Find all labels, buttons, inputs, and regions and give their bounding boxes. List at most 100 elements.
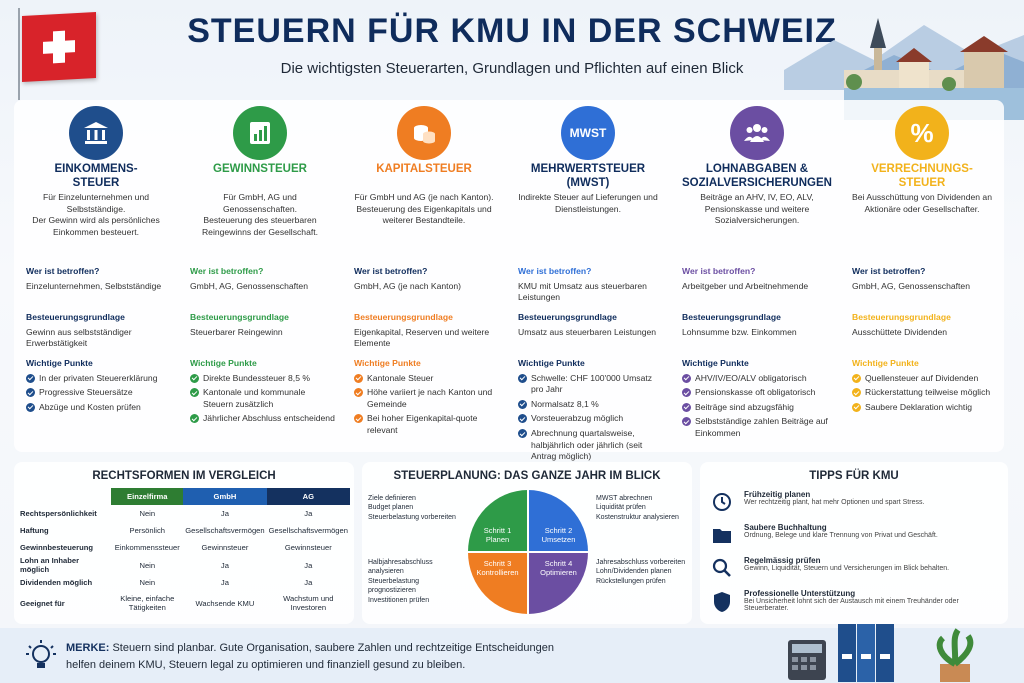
point-item: Saubere Deklaration wichtig bbox=[852, 402, 998, 414]
table-cell: Ja bbox=[304, 509, 313, 518]
who-text: Arbeitgeber und Arbeitnehmende bbox=[682, 280, 809, 291]
planning-item: Jahresabschluss vorbereiten bbox=[596, 559, 686, 566]
tip-title: Professionelle Unterstützung bbox=[744, 589, 856, 598]
table-row: Haftung Persönlich Gesellschaftsvermögen Ge… bbox=[18, 522, 350, 539]
point-item: AHV/IV/EO/ALV obligatorisch bbox=[682, 373, 838, 385]
percent-icon: % bbox=[895, 106, 949, 160]
column-lohnabgaben: LOHNABGABEN & SOZIALVERSICHERUNGEN Beitr… bbox=[672, 100, 842, 452]
table-cell: Ja bbox=[220, 578, 229, 587]
point-item: Höhe variiert je nach Kanton und Gemeind… bbox=[354, 387, 500, 410]
table-cell: Einkommenssteuer bbox=[114, 543, 180, 552]
column-description: Beiträge an AHV, IV, EO, ALV, Pensionska… bbox=[700, 192, 814, 226]
base-label: Besteuerungsgrundlage bbox=[190, 312, 289, 322]
points-list: Quellensteuer auf Dividenden Rückerstatt… bbox=[852, 373, 998, 414]
points-list: AHV/IV/EO/ALV obligatorisch Pensionskass… bbox=[682, 373, 838, 440]
table-row: Rechtspersönlichkeit Nein Ja Ja bbox=[18, 505, 350, 522]
folder-icon bbox=[713, 529, 731, 543]
tip-text: Gewinn, Liquidität, Steuern und Versiche… bbox=[744, 565, 950, 572]
tip-item: Frühzeitig planen Wer rechtzeitig plant,… bbox=[708, 490, 1004, 523]
tips-title: TIPPS FÜR KMU bbox=[809, 470, 899, 482]
row-label: Geeignet für bbox=[20, 598, 65, 608]
who-label: Wer ist betroffen? bbox=[26, 266, 100, 276]
column-description: Indirekte Steuer auf Lieferungen und Die… bbox=[518, 192, 658, 214]
who-label: Wer ist betroffen? bbox=[682, 266, 756, 276]
office-items-illustration bbox=[788, 624, 974, 682]
points-label: Wichtige Punkte bbox=[26, 358, 93, 368]
coins-icon bbox=[397, 106, 451, 160]
planning-title: STEUERPLANUNG: DAS GANZE JAHR IM BLICK bbox=[393, 470, 661, 482]
point-item: Vorsteuerabzug möglich bbox=[518, 413, 664, 425]
column-title: KAPITALSTEUER bbox=[376, 163, 472, 175]
points-label: Wichtige Punkte bbox=[518, 358, 585, 368]
who-text: Einzelunternehmen, Selbstständige bbox=[26, 280, 162, 291]
point-item: Progressive Steuersätze bbox=[26, 387, 172, 399]
planning-item: Rückstellungen prüfen bbox=[596, 577, 666, 585]
tip-text: Wer rechtzeitig plant, hat mehr Optionen… bbox=[744, 499, 925, 506]
point-item: Kantonale und kommunale Steuern zusätzli… bbox=[190, 387, 336, 410]
row-label: Lohn an Inhaber möglich bbox=[20, 556, 80, 574]
point-item: Normalsatz 8,1 % bbox=[518, 399, 664, 411]
planning-list-tl: Ziele definieren Budget planen Steuerbelas… bbox=[368, 494, 464, 522]
points-list: Direkte Bundessteuer 8,5 % Kantonale und… bbox=[190, 373, 336, 425]
points-list: Schwelle: CHF 100'000 Umsatz pro Jahr No… bbox=[518, 373, 664, 463]
points-label: Wichtige Punkte bbox=[852, 358, 919, 368]
step-3: Schritt 3 Kontrollieren bbox=[468, 553, 527, 614]
planning-list-bl: Halbjahresabschluss analysieren Steuerbel… bbox=[368, 558, 464, 605]
column-description: Für GmbH und AG (je nach Kanton). Besteu… bbox=[354, 192, 494, 226]
flag-pole bbox=[18, 8, 20, 100]
who-text: KMU mit Umsatz aus steuerbaren Leistunge… bbox=[518, 280, 647, 303]
base-text: Gewinn aus selbstständiger Erwerbstätigk… bbox=[26, 326, 132, 349]
points-label: Wichtige Punkte bbox=[190, 358, 257, 368]
row-label: Rechtspersönlichkeit bbox=[20, 509, 97, 518]
legal-forms-panel: RECHTSFORMEN IM VERGLEICH Einzelfirma Gm… bbox=[14, 462, 354, 624]
base-label: Besteuerungsgrundlage bbox=[354, 312, 453, 322]
tax-planning-panel: STEUERPLANUNG: DAS GANZE JAHR IM BLICK Z… bbox=[362, 462, 692, 624]
who-label: Wer ist betroffen? bbox=[190, 266, 264, 276]
step-4: Schritt 4 Optimieren bbox=[529, 553, 588, 614]
row-label: Haftung bbox=[20, 526, 49, 535]
point-item: Direkte Bundessteuer 8,5 % bbox=[190, 373, 336, 385]
planning-item: Investitionen prüfen bbox=[368, 596, 430, 604]
base-label: Besteuerungsgrundlage bbox=[682, 312, 781, 322]
table-cell: Ja bbox=[220, 560, 229, 570]
legal-forms-table: Einzelfirma GmbH AG Rechtspersönlichkeit… bbox=[18, 488, 350, 615]
point-item: In der privaten Steuererklärung bbox=[26, 373, 172, 385]
planning-item: Lohn/Dividenden planen bbox=[596, 568, 672, 576]
column-description: Für Einzelunternehmen und Selbstständige… bbox=[32, 192, 160, 237]
points-list: Kantonale Steuer Höhe variiert je nach K… bbox=[354, 373, 500, 437]
header-gmbh: GmbH bbox=[183, 488, 267, 505]
table-cell: Ja bbox=[304, 560, 313, 570]
clock-icon bbox=[713, 493, 731, 511]
tips-list: Frühzeitig planen Wer rechtzeitig plant,… bbox=[708, 490, 1004, 625]
header-ag: AG bbox=[266, 488, 350, 505]
base-text: Steuerbarer Reingewinn bbox=[190, 326, 283, 337]
planning-list-tr: MWST abrechnen Liquidität prüfen Kostenstr… bbox=[596, 494, 688, 522]
base-text: Eigenkapital, Reserven und weitere Eleme… bbox=[354, 326, 490, 349]
column-title: LOHNABGABEN & SOZIALVERSICHERUNGEN bbox=[682, 163, 832, 190]
bar-chart-icon bbox=[233, 106, 287, 160]
base-label: Besteuerungsgrundlage bbox=[518, 312, 617, 322]
planning-item: Halbjahresabschluss analysieren bbox=[368, 559, 433, 576]
tips-panel: TIPPS FÜR KMU Frühzeitig planen Wer rech… bbox=[700, 462, 1008, 624]
planning-item: MWST abrechnen bbox=[596, 495, 653, 502]
point-item: Selbstständige zahlen Beiträge auf Einko… bbox=[682, 416, 838, 439]
planning-list-br: Jahresabschluss vorbereiten Lohn/Dividend… bbox=[596, 558, 688, 586]
column-title: GEWINNSTEUER bbox=[213, 163, 307, 175]
column-kapitalsteuer: KAPITALSTEUER Für GmbH und AG (je nach K… bbox=[344, 100, 504, 452]
who-label: Wer ist betroffen? bbox=[354, 266, 428, 276]
point-item: Schwelle: CHF 100'000 Umsatz pro Jahr bbox=[518, 373, 664, 396]
mwst-icon: MWST bbox=[561, 106, 615, 160]
header-einzelfirma: Einzelfirma bbox=[111, 488, 184, 505]
merke-label: MERKE: bbox=[66, 642, 110, 654]
tip-item: Professionelle Unterstützung Bei Unsiche… bbox=[708, 589, 1004, 625]
who-text: GmbH, AG (je nach Kanton) bbox=[354, 280, 461, 291]
point-item: Pensionskasse oft obligatorisch bbox=[682, 387, 838, 399]
column-description: Für GmbH, AG und Genossenschaften. Beste… bbox=[201, 192, 319, 237]
table-cell: Kleine, einfache Tätigkeiten bbox=[120, 594, 175, 612]
who-label: Wer ist betroffen? bbox=[852, 266, 926, 276]
table-cell: Gewinnsteuer bbox=[201, 543, 249, 552]
table-cell: Ja bbox=[304, 578, 313, 587]
point-item: Bei hoher Eigenkapital-quote relevant bbox=[354, 413, 500, 436]
table-cell: Gesellschaftsvermögen bbox=[185, 526, 265, 535]
point-item: Quellensteuer auf Dividenden bbox=[852, 373, 998, 385]
